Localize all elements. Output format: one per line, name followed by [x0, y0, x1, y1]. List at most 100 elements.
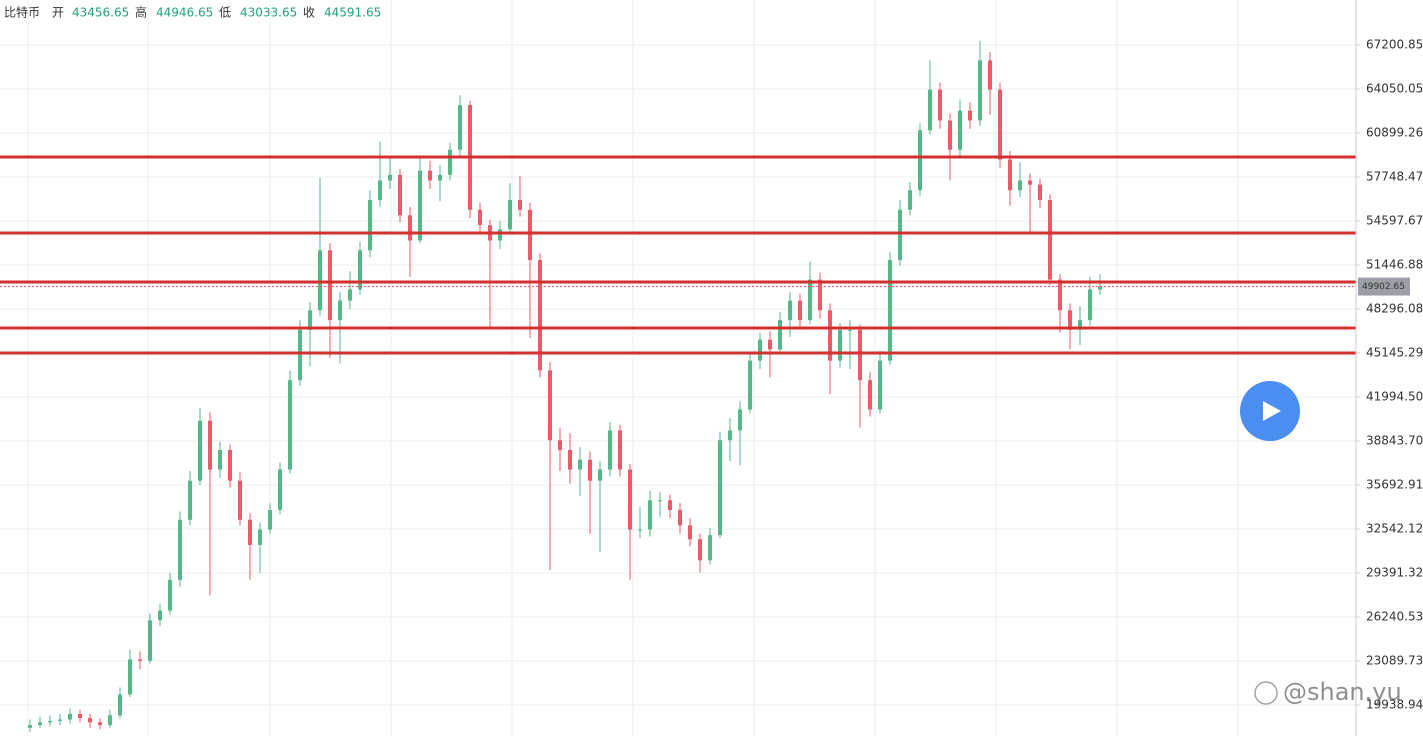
candle-body	[78, 713, 82, 719]
candle-body	[728, 430, 732, 441]
grid-layer	[0, 44, 1356, 706]
candle-body	[108, 715, 112, 726]
candle-body	[68, 713, 72, 720]
high-label: 高	[135, 5, 147, 20]
y-tick-label: 48296.08	[1366, 301, 1423, 315]
candle-body	[118, 694, 122, 716]
candle-body	[808, 279, 812, 321]
candle-body	[258, 529, 262, 545]
candle-body	[198, 420, 202, 481]
candle-body	[478, 209, 482, 226]
last-price-tag	[1358, 277, 1410, 296]
candle-body	[1068, 310, 1072, 330]
open-value: 43456.65	[72, 6, 129, 20]
candle-body	[968, 110, 972, 121]
candle-body	[1058, 279, 1062, 311]
open-label: 开	[52, 6, 64, 20]
axis-layer: 67200.85 64050.05 60899.26 57748.47 54597.67…	[1356, 37, 1423, 711]
play-button[interactable]	[1240, 381, 1300, 441]
candle-body	[848, 329, 852, 331]
candle-body	[708, 535, 712, 561]
candle-body	[138, 659, 142, 661]
candle-body	[218, 449, 222, 470]
watermark-icon	[1254, 681, 1278, 705]
candle-body	[248, 519, 252, 545]
y-tick-label: 67200.85	[1366, 37, 1423, 51]
close-value: 44591.65	[324, 6, 381, 20]
candle-body	[688, 525, 692, 540]
candle-body	[758, 339, 762, 361]
candle-body	[948, 120, 952, 150]
candle-body	[868, 380, 872, 410]
candle-body	[818, 279, 822, 311]
candle-body	[768, 339, 772, 350]
candle-body	[428, 170, 432, 181]
candle-body	[648, 500, 652, 530]
candle-body	[368, 200, 372, 251]
y-tick-label: 41994.50	[1366, 389, 1423, 403]
candle-body	[908, 190, 912, 210]
candle-body	[238, 480, 242, 520]
candle-body	[918, 130, 922, 191]
candle-body	[828, 310, 832, 361]
candle-body	[88, 718, 92, 723]
candle-body	[698, 539, 702, 561]
low-label: 低	[219, 6, 231, 20]
candle-body	[1028, 180, 1032, 185]
candle-body	[1088, 289, 1092, 321]
candle-body	[508, 200, 512, 230]
candle-body	[738, 409, 742, 431]
candle-body	[988, 60, 992, 90]
candle-body	[128, 659, 132, 695]
candle-body	[148, 620, 152, 661]
candle-body	[358, 250, 362, 290]
candle-body	[938, 89, 942, 121]
y-tick-label: 51446.88	[1366, 257, 1423, 271]
candle-body	[1048, 200, 1052, 280]
candle-body	[788, 300, 792, 321]
watermark: @shan.yu	[1254, 678, 1402, 706]
candle-body	[528, 209, 532, 261]
candle-body	[628, 469, 632, 530]
low-value: 43033.65	[240, 6, 297, 20]
candle-body	[38, 722, 42, 726]
y-tick-label: 35692.91	[1366, 477, 1423, 491]
candle-body	[888, 260, 892, 361]
candle-body	[168, 579, 172, 611]
candle-body	[318, 250, 322, 311]
y-tick-label: 57748.47	[1366, 169, 1423, 183]
candle-body	[998, 89, 1002, 160]
candle-body	[278, 469, 282, 511]
candle-body	[1018, 180, 1022, 191]
y-tick-label: 29391.32	[1366, 565, 1423, 579]
candle-body	[718, 440, 722, 536]
levels-layer	[0, 155, 1356, 355]
last-price-label: 49902.65	[1362, 282, 1405, 292]
candle-body	[778, 320, 782, 350]
candle-body	[748, 360, 752, 410]
candle-body	[1078, 320, 1082, 330]
watermark-text: @shan.yu	[1283, 678, 1402, 706]
y-tick-label: 38843.70	[1366, 433, 1423, 447]
symbol-name: 比特币	[4, 5, 40, 20]
candle-body	[28, 725, 32, 728]
candle-body	[188, 480, 192, 520]
candle-body	[568, 449, 572, 470]
y-tick-label: 64050.05	[1366, 81, 1423, 95]
candle-body	[1038, 184, 1042, 201]
candle-body	[548, 370, 552, 441]
candle-body	[658, 500, 662, 502]
candle-body	[288, 380, 292, 470]
candle-body	[328, 250, 332, 321]
play-icon[interactable]	[1263, 401, 1281, 421]
candle-body	[558, 440, 562, 450]
candle-body	[1098, 286, 1102, 290]
candle-body	[408, 215, 412, 241]
vertical-grid	[27, 0, 1239, 736]
candle-body	[268, 510, 272, 530]
y-tick-label: 23089.73	[1366, 653, 1423, 667]
candle-body	[578, 459, 582, 470]
candle-body	[228, 449, 232, 481]
y-tick-label: 60899.26	[1366, 125, 1423, 139]
